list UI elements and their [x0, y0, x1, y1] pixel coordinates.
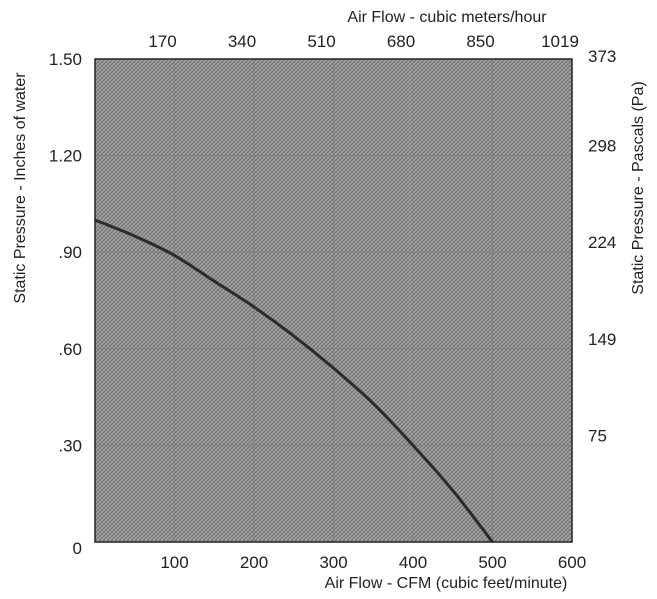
x-axis-title: Air Flow - CFM (cubic feet/minute): [325, 575, 568, 592]
y-tick-label: .30: [58, 436, 82, 455]
y-tick-label: .90: [58, 243, 82, 262]
y2-axis-title: Static Pressure - Pascals (Pa): [630, 81, 647, 294]
grid-lines: [95, 59, 572, 542]
x2-axis-title: Air Flow - cubic meters/hour: [347, 9, 547, 26]
x-tick-label: 400: [399, 553, 427, 572]
x2-tick-label: 680: [387, 32, 415, 51]
y-tick-label: 1.20: [49, 147, 82, 166]
x2-tick-label: 1019: [541, 32, 579, 51]
series-layer: [95, 218, 494, 542]
y2-tick-label: 224: [588, 233, 616, 252]
x-tick-label: 600: [558, 553, 586, 572]
tick-labels: 100 200 300 400 500 600 170 340 510 680 850 1019 0 .3…: [49, 32, 616, 572]
x2-tick-label: 340: [228, 32, 256, 51]
x-tick-label: 100: [160, 553, 188, 572]
x2-tick-label: 170: [148, 32, 176, 51]
y2-tick-label: 373: [588, 47, 616, 66]
x-tick-label: 300: [319, 553, 347, 572]
y-tick-label: 1.50: [49, 50, 82, 69]
y-axis-title: Static Pressure - Inches of water: [12, 72, 29, 304]
y-tick-label: .60: [58, 340, 82, 359]
x2-tick-label: 850: [466, 32, 494, 51]
x2-tick-label: 510: [307, 32, 335, 51]
y-tick-label: 0: [73, 539, 82, 558]
y2-tick-label: 298: [588, 137, 616, 156]
x-tick-label: 500: [478, 553, 506, 572]
series-line: [95, 218, 494, 542]
x-tick-label: 200: [240, 553, 268, 572]
plot-frame: [94, 58, 573, 543]
y2-tick-label: 149: [588, 330, 616, 349]
y2-tick-label: 75: [588, 426, 607, 445]
